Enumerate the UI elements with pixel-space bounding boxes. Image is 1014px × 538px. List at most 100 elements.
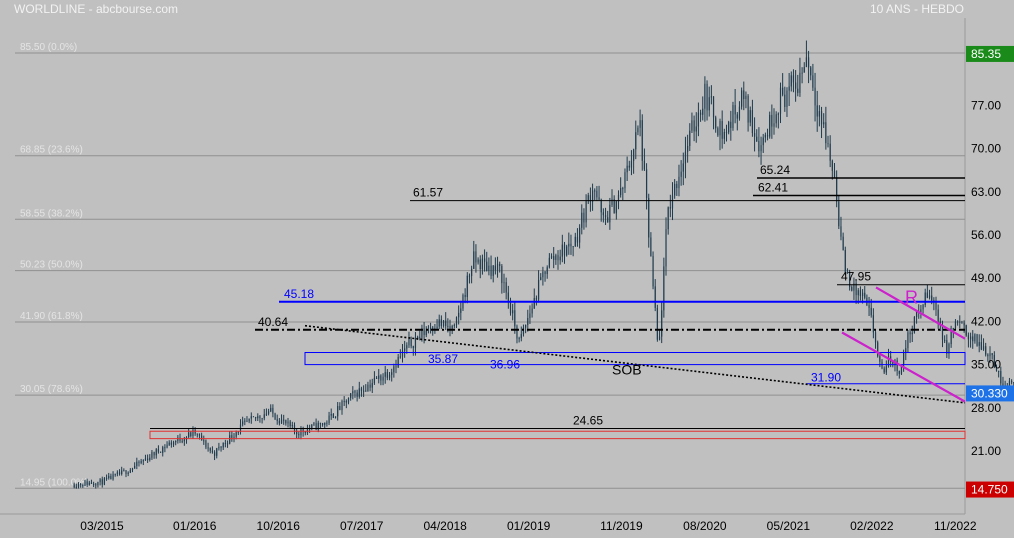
candle-body (224, 442, 226, 444)
fib-label: 68.85 (23.6%) (20, 145, 83, 156)
level-label: 61.57 (413, 186, 443, 200)
y-tick-label: 77.00 (971, 98, 1001, 112)
candle-body (624, 172, 626, 189)
candle-body (598, 197, 600, 200)
x-axis: 03/2015 01/2016 10/2016 07/2017 04/2018 01/20… (80, 519, 977, 533)
candle-body (151, 452, 153, 458)
candle-body (911, 332, 913, 335)
candle-body (611, 199, 613, 205)
candle-body (628, 165, 630, 168)
candle-body (112, 474, 114, 480)
candle-body (717, 128, 719, 136)
level-label: 45.18 (284, 287, 314, 301)
candle-body (479, 259, 481, 270)
candle-body (328, 415, 330, 423)
candle-body (969, 336, 972, 340)
candle-body (820, 111, 823, 125)
candle-body (125, 470, 127, 474)
level-label: 65.24 (760, 163, 790, 177)
candle-body (883, 368, 885, 373)
candle-body (226, 443, 229, 445)
candle-body (1008, 380, 1011, 386)
candle-body (952, 328, 954, 330)
candle-body (144, 458, 147, 461)
candle-body (514, 310, 516, 327)
candle-body (725, 131, 728, 133)
candle-body (337, 406, 339, 417)
candle-body (555, 255, 557, 260)
candle-body (885, 366, 887, 373)
candle-body (963, 322, 965, 326)
candle-body (488, 265, 490, 271)
candle-body (693, 120, 695, 132)
candle-body (712, 96, 715, 118)
candle-body (561, 244, 563, 257)
candle-body (721, 121, 723, 139)
candle-body (723, 131, 725, 139)
candle-body (334, 416, 337, 418)
candle-body (814, 87, 816, 106)
candle-body (959, 321, 961, 323)
candle-body (267, 411, 270, 414)
candle-body (766, 134, 769, 137)
candle-body (110, 475, 112, 480)
candles-layer (73, 40, 1014, 489)
candle-body (790, 75, 792, 87)
candle-body (877, 342, 879, 357)
candle-body (630, 160, 633, 168)
fib-label: 30.05 (78.6%) (20, 384, 83, 395)
x-tick-label: 01/2019 (507, 519, 551, 533)
candle-body (741, 90, 743, 107)
candle-body (1000, 371, 1002, 384)
candle-body (388, 374, 391, 378)
candle-body (326, 422, 328, 424)
candle-body (360, 388, 363, 391)
candle-body (449, 326, 451, 329)
candle-body (617, 195, 620, 202)
candle-body (97, 482, 99, 486)
candle-body (378, 375, 380, 379)
candle-body (283, 419, 285, 421)
candle-body (142, 460, 144, 462)
y-tick-label: 70.00 (971, 142, 1001, 156)
candle-body (913, 316, 916, 333)
candle-body (974, 334, 976, 342)
candle-body (475, 251, 477, 263)
candle-body (633, 149, 635, 161)
candle-body (419, 336, 421, 338)
candle-body (643, 160, 646, 170)
candle-body (153, 452, 155, 456)
candle-body (812, 75, 814, 88)
candle-body (579, 227, 581, 243)
candle-body (447, 325, 449, 327)
candle-body (393, 366, 395, 373)
candle-body (542, 271, 544, 278)
candle-body (358, 388, 360, 397)
candle-body (298, 434, 300, 436)
candle-body (687, 145, 689, 152)
candle-body (499, 263, 501, 266)
candle-body (84, 481, 86, 486)
candle-body (155, 449, 157, 456)
chart-timeframe: 10 ANS - HEBDO (869, 2, 964, 16)
candle-body (244, 420, 246, 422)
candle-body (481, 258, 484, 270)
candle-body (702, 108, 704, 115)
candle-body (987, 354, 989, 357)
candle-body (75, 486, 77, 488)
candle-body (626, 165, 628, 173)
x-tick-label: 04/2018 (423, 519, 467, 533)
annotation-r: R (905, 288, 918, 308)
candle-body (585, 201, 587, 223)
candle-body (667, 207, 669, 230)
candle-body (259, 416, 261, 419)
candle-body (708, 97, 710, 111)
candle-body (566, 246, 568, 256)
candle-body (177, 437, 179, 441)
level-label: 36.96 (490, 358, 520, 372)
candle-body (486, 261, 488, 271)
candle-body (870, 307, 872, 316)
candle-body (982, 346, 985, 350)
candle-body (842, 236, 844, 250)
